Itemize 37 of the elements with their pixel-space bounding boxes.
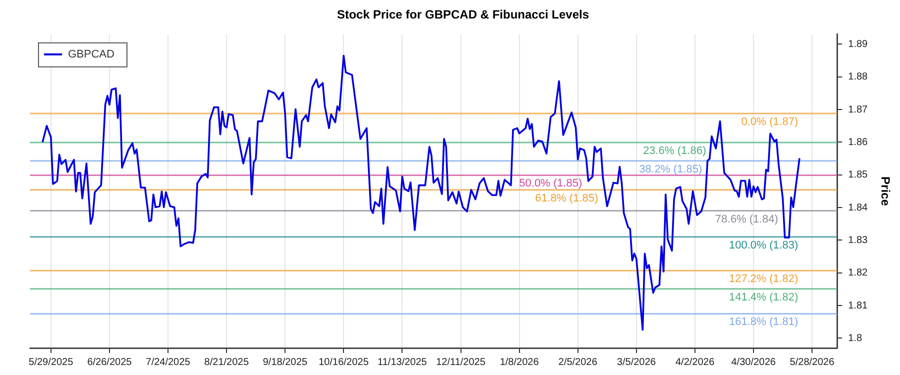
ref-line-label: 61.8% (1.85): [535, 192, 598, 204]
ref-line-label: 127.2% (1.82): [729, 273, 798, 286]
y-tick-label: 1.82: [848, 268, 868, 279]
x-tick-label: 6/26/2025: [87, 356, 132, 368]
x-tick-label: 7/24/2025: [146, 356, 191, 368]
x-tick-label: 1/8/2026: [500, 356, 540, 368]
y-tick-label: 1.83: [848, 234, 868, 246]
x-tick-label: 12/11/2025: [436, 356, 486, 368]
x-tick-label: 2/5/2026: [558, 356, 598, 368]
ref-line-label: 38.2% (1.85): [639, 163, 702, 176]
y-tick-label: 1.81: [848, 300, 868, 312]
y-tick-label: 1.86: [848, 136, 868, 148]
y-tick-label: 1.84: [848, 202, 868, 214]
y-tick-label: 1.85: [848, 170, 868, 181]
ref-line-label: 23.6% (1.86): [643, 145, 706, 158]
x-tick-label: 10/16/2025: [318, 356, 370, 368]
x-tick-label: 3/5/2026: [616, 356, 656, 368]
ref-line-label: 161.8% (1.81): [729, 316, 798, 328]
ref-line-label: 78.6% (1.84): [715, 213, 778, 226]
ref-line-label: 50.0% (1.85): [519, 178, 582, 190]
y-tick-label: 1.8: [848, 332, 862, 344]
y-tick-label: 1.89: [848, 38, 868, 50]
ref-line-label: 100.0% (1.83): [729, 239, 798, 252]
legend-label: GBPCAD: [68, 48, 115, 60]
x-tick-label: 9/18/2025: [262, 356, 308, 368]
ref-line-label: 0.0% (1.87): [741, 116, 798, 128]
x-tick-label: 5/29/2025: [28, 356, 74, 368]
y-axis-title: Price: [878, 176, 892, 206]
y-tick-label: 1.88: [848, 72, 868, 83]
x-tick-label: 11/13/2025: [378, 356, 428, 368]
x-tick-label: 8/21/2025: [204, 356, 250, 368]
x-tick-label: 4/2/2026: [675, 356, 715, 368]
x-tick-label: 4/30/2026: [731, 356, 776, 368]
y-tick-label: 1.87: [848, 104, 868, 116]
x-tick-label: 5/28/2026: [790, 356, 835, 368]
chart-title: Stock Price for GBPCAD & Fibunacci Levels: [336, 8, 590, 22]
ref-line-label: 141.4% (1.82): [729, 291, 798, 304]
